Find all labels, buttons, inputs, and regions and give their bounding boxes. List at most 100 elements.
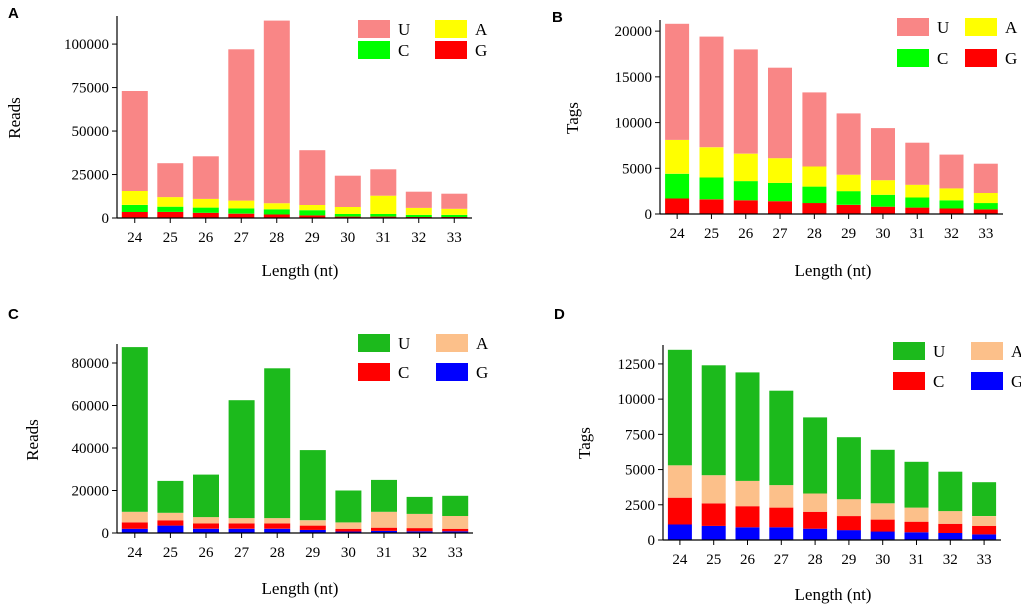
bar-G-26 (193, 528, 219, 534)
bar-G-27 (228, 528, 255, 534)
x-tick-label: 27 (774, 552, 790, 568)
bar-C-31 (371, 527, 397, 531)
legend-label-U: U (933, 342, 945, 361)
legend-label-G: G (475, 41, 487, 60)
legend-label-U: U (937, 18, 949, 37)
bar-U-24 (667, 349, 692, 466)
bar-C-28 (803, 511, 828, 529)
bar-G-27 (228, 213, 255, 218)
y-tick-label: 0 (102, 211, 110, 227)
y-tick-label: 15000 (615, 70, 653, 86)
bar-C-30 (335, 528, 362, 532)
legend-swatch-A (436, 334, 468, 352)
bar-U-28 (263, 20, 290, 204)
x-tick-label: 24 (672, 552, 688, 568)
y-tick-label: 20000 (615, 24, 653, 40)
bar-C-26 (193, 523, 219, 529)
legend-label-C: C (398, 41, 409, 60)
x-tick-label: 30 (340, 230, 355, 246)
panel-letter: A (8, 5, 19, 22)
x-tick-label: 32 (411, 230, 426, 246)
y-axis-label: Reads (5, 97, 24, 139)
bar-G-25 (699, 199, 724, 214)
x-tick-label: 24 (670, 226, 686, 242)
bar-C-24 (667, 497, 692, 525)
bar-C-33 (972, 525, 997, 535)
bar-U-28 (803, 417, 828, 494)
bar-U-33 (973, 163, 998, 193)
bar-U-30 (870, 449, 895, 504)
bar-C-28 (802, 186, 827, 204)
x-tick-label: 29 (305, 545, 320, 561)
x-tick-label: 33 (447, 230, 462, 246)
y-tick-label: 12500 (618, 357, 656, 373)
bar-C-25 (701, 503, 726, 526)
legend-swatch-U (897, 18, 929, 36)
legend-swatch-C (893, 372, 925, 390)
bar-C-27 (768, 182, 792, 202)
bar-A-24 (121, 191, 148, 205)
bar-G-27 (769, 527, 794, 540)
bar-A-25 (701, 475, 726, 504)
panel-letter: B (552, 9, 563, 26)
bar-U-30 (335, 490, 362, 523)
bar-U-32 (939, 154, 964, 189)
chart-panel-c: C 24 25 26 27 28 29 30 31 32 33 0 20000 40000 60000 800… (8, 306, 489, 598)
x-tick-label: 33 (977, 552, 992, 568)
bar-G-30 (871, 206, 895, 214)
legend-label-U: U (398, 334, 410, 353)
bar-G-24 (121, 211, 148, 218)
bar-G-27 (768, 201, 792, 214)
bar-C-30 (871, 194, 895, 207)
bar-U-33 (972, 482, 997, 516)
y-tick-label: 7500 (625, 427, 655, 443)
chart-panel-d: D 24 25 26 27 28 29 30 31 32 33 0 2500 5000 7500 10000 1… (554, 306, 1021, 604)
legend-swatch-U (893, 342, 925, 360)
bar-C-31 (905, 197, 930, 208)
bar-A-32 (938, 511, 963, 524)
bar-A-29 (836, 499, 861, 516)
legend-label-A: A (476, 334, 489, 353)
bar-A-25 (157, 197, 184, 207)
bar-U-27 (228, 49, 255, 201)
y-tick-label: 10000 (618, 392, 656, 408)
bar-G-28 (264, 528, 291, 534)
y-tick-label: 0 (645, 207, 653, 223)
bar-C-33 (441, 214, 468, 217)
x-tick-label: 32 (412, 545, 427, 561)
legend-swatch-G (436, 363, 468, 381)
bar-U-25 (699, 36, 724, 148)
bar-G-25 (157, 525, 184, 533)
legend-swatch-U (358, 334, 390, 352)
legend-label-C: C (398, 363, 409, 382)
y-tick-label: 5000 (622, 161, 652, 177)
bar-U-24 (121, 91, 148, 191)
bar-A-24 (665, 139, 690, 174)
bar-G-29 (299, 529, 326, 533)
bar-G-29 (836, 530, 861, 540)
bar-U-26 (193, 474, 219, 518)
x-tick-label: 30 (875, 226, 890, 242)
bar-U-29 (299, 450, 326, 521)
legend-label-C: C (933, 372, 944, 391)
bar-U-25 (157, 163, 184, 198)
panel-letter: D (554, 306, 565, 323)
bar-C-33 (973, 203, 998, 210)
bar-G-31 (370, 216, 397, 218)
bar-U-29 (836, 437, 861, 500)
x-tick-label: 29 (841, 552, 856, 568)
x-tick-label: 28 (269, 230, 284, 246)
bar-C-31 (370, 214, 397, 217)
bar-G-30 (870, 531, 895, 540)
x-tick-label: 32 (943, 552, 958, 568)
bar-A-33 (973, 193, 998, 204)
legend-swatch-A (965, 18, 997, 36)
bar-C-32 (939, 200, 964, 209)
bar-U-27 (768, 67, 792, 159)
x-tick-label: 25 (163, 545, 178, 561)
bar-G-28 (803, 528, 828, 540)
y-tick-label: 0 (102, 526, 110, 542)
x-tick-label: 26 (738, 226, 754, 242)
bar-G-33 (973, 209, 998, 214)
legend-swatch-U (358, 20, 390, 38)
